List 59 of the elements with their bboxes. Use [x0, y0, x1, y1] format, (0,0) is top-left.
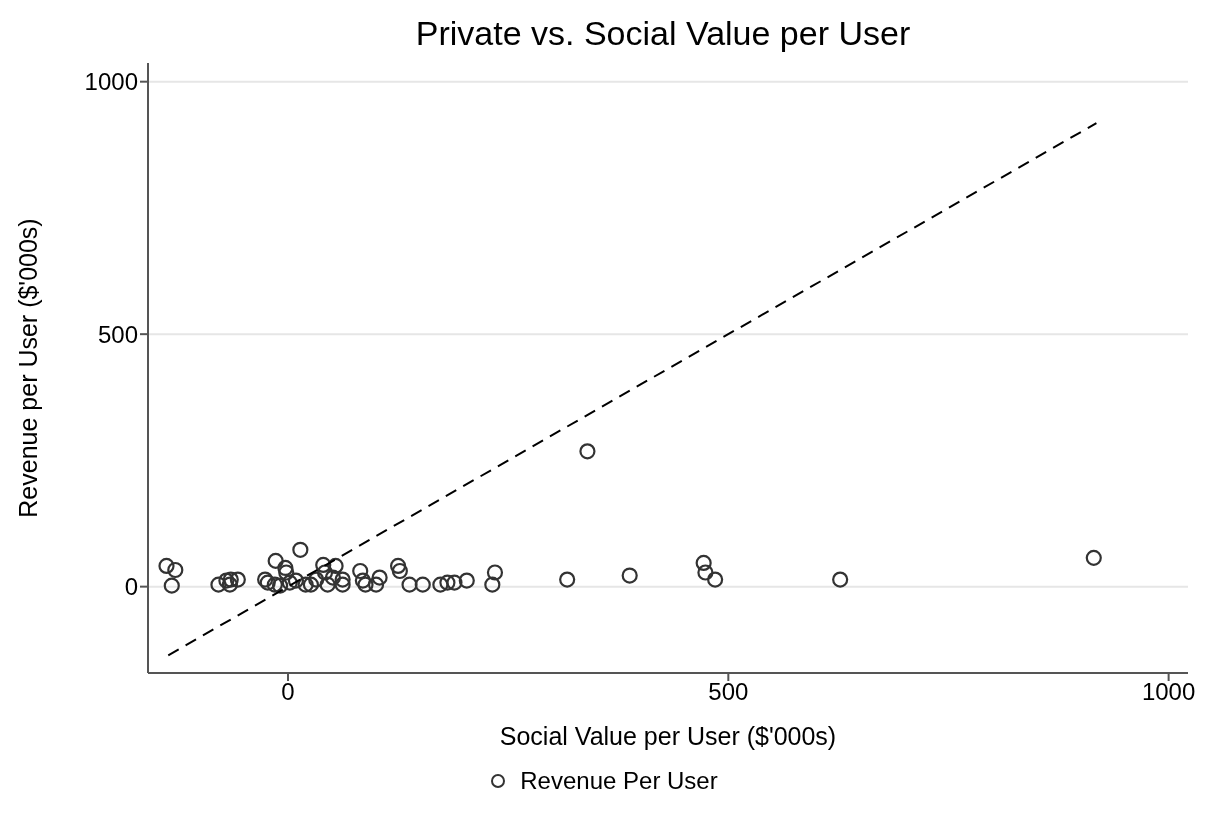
point	[1085, 549, 1102, 566]
x-tick-label: 500	[708, 678, 749, 706]
point	[327, 557, 344, 575]
point	[357, 576, 374, 593]
point	[167, 561, 184, 579]
point	[308, 571, 325, 588]
point	[458, 572, 475, 589]
y-axis-title: Revenue per User ($'000s)	[13, 218, 42, 518]
point	[292, 541, 309, 558]
point	[352, 562, 369, 580]
point	[158, 557, 175, 575]
point	[229, 571, 246, 588]
x-tick-label: 1000	[1141, 678, 1196, 706]
point	[401, 576, 418, 593]
point	[484, 576, 501, 593]
point	[222, 571, 239, 588]
point	[266, 576, 283, 593]
point	[697, 564, 714, 581]
point	[559, 571, 576, 588]
point	[446, 574, 463, 591]
point	[315, 556, 332, 574]
y-tick-label: 0	[124, 573, 138, 601]
point	[439, 574, 456, 591]
point	[221, 576, 238, 593]
point	[319, 576, 336, 593]
chart-title: Private vs. Social Value per User	[414, 13, 912, 53]
point	[371, 569, 388, 586]
legend-label: Revenue Per User	[520, 767, 718, 795]
point	[324, 569, 342, 586]
point	[297, 576, 314, 593]
point	[367, 576, 385, 593]
point	[281, 574, 298, 591]
y-tick-label: 500	[97, 320, 138, 348]
point	[432, 576, 449, 593]
point	[391, 562, 408, 580]
point	[163, 577, 180, 594]
point	[486, 564, 504, 581]
point	[302, 576, 320, 593]
point	[210, 576, 227, 593]
x-axis-title: Social Value per User ($'000s)	[499, 722, 837, 750]
point	[414, 576, 431, 593]
point	[695, 554, 712, 572]
point	[287, 572, 305, 589]
point	[389, 557, 407, 575]
point	[354, 572, 371, 589]
point	[271, 577, 289, 594]
x-tick-label: 0	[281, 678, 295, 706]
point	[218, 572, 235, 589]
point	[267, 552, 284, 569]
point	[579, 443, 596, 460]
point	[707, 571, 724, 588]
point	[334, 576, 351, 593]
point	[832, 571, 849, 588]
point	[277, 559, 294, 577]
point	[316, 564, 334, 581]
point	[621, 567, 638, 584]
point	[278, 564, 295, 581]
point	[334, 571, 351, 588]
y-tick-label: 1000	[84, 68, 138, 96]
